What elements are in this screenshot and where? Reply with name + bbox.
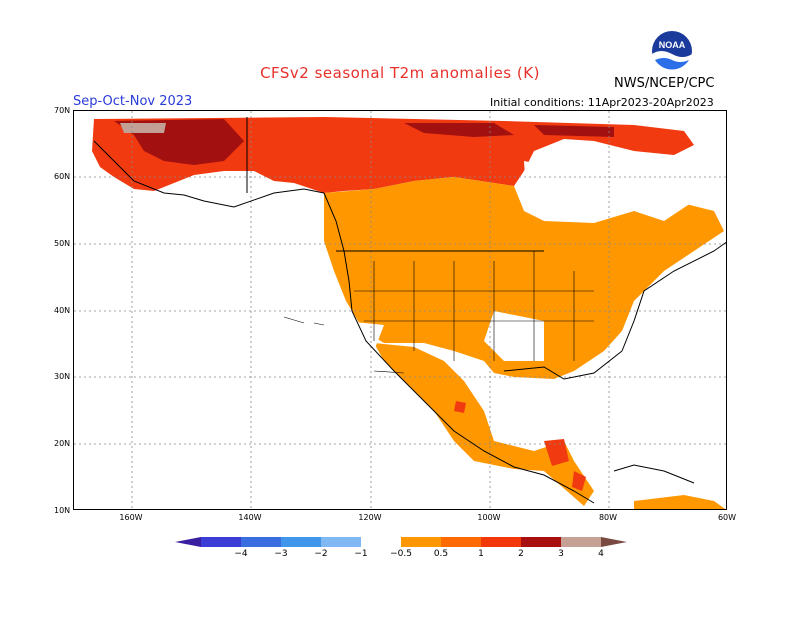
lon-label: 140W: [238, 513, 262, 522]
colorbar-segment: [241, 537, 281, 547]
colorbar-tick-label: −4: [234, 549, 248, 559]
map-title: CFSv2 seasonal T2m anomalies (K): [260, 64, 540, 82]
lat-label: 10N: [54, 506, 71, 515]
colorbar-arrow-right: [601, 537, 627, 547]
state-borders: [283, 251, 594, 374]
graticule: [74, 111, 726, 509]
season-label: Sep-Oct-Nov 2023: [73, 94, 193, 109]
anomaly-map: [73, 110, 727, 510]
lon-label: 60W: [717, 513, 737, 522]
color-scale-bar: [175, 537, 627, 547]
lon-label: 100W: [477, 513, 501, 522]
colorbar-tick-label: 0.5: [433, 549, 449, 559]
colorbar-tick-label: 2: [518, 549, 524, 559]
agency-label: NWS/NCEP/CPC: [614, 76, 715, 91]
colorbar-tick-label: −2: [314, 549, 328, 559]
lon-label: 120W: [358, 513, 382, 522]
initial-conditions-label: Initial conditions: 11Apr2023-20Apr2023: [490, 96, 714, 109]
coastlines: [93, 117, 726, 504]
lat-label: 50N: [54, 239, 71, 248]
lon-label: 80W: [598, 513, 618, 522]
colorbar-tick-label: 4: [598, 549, 604, 559]
lat-label: 20N: [54, 439, 71, 448]
colorbar-tick-label: 3: [558, 549, 564, 559]
colorbar-tick-label: −0.5: [390, 549, 412, 559]
lat-label: 70N: [54, 106, 71, 115]
lat-label: 40N: [54, 306, 71, 315]
logo-text: NOAA: [659, 40, 686, 50]
colorbar-segment: [561, 537, 601, 547]
noaa-logo: NOAA: [651, 30, 693, 76]
colorbar-segment: [401, 537, 441, 547]
colorbar-tick-label: −1: [354, 549, 368, 559]
lat-label: 60N: [54, 172, 71, 181]
colorbar-segment: [361, 537, 401, 547]
colorbar-segment: [441, 537, 481, 547]
anomaly-fill-regions: [92, 117, 726, 509]
colorbar-segment: [521, 537, 561, 547]
colorbar-segment: [321, 537, 361, 547]
lat-label: 30N: [54, 372, 71, 381]
colorbar-segment: [481, 537, 521, 547]
colorbar-tick-label: 1: [478, 549, 484, 559]
colorbar-arrow-left: [175, 537, 201, 547]
colorbar-tick-label: −3: [274, 549, 288, 559]
lon-label: 160W: [119, 513, 143, 522]
colorbar-segment: [281, 537, 321, 547]
colorbar-segment: [201, 537, 241, 547]
